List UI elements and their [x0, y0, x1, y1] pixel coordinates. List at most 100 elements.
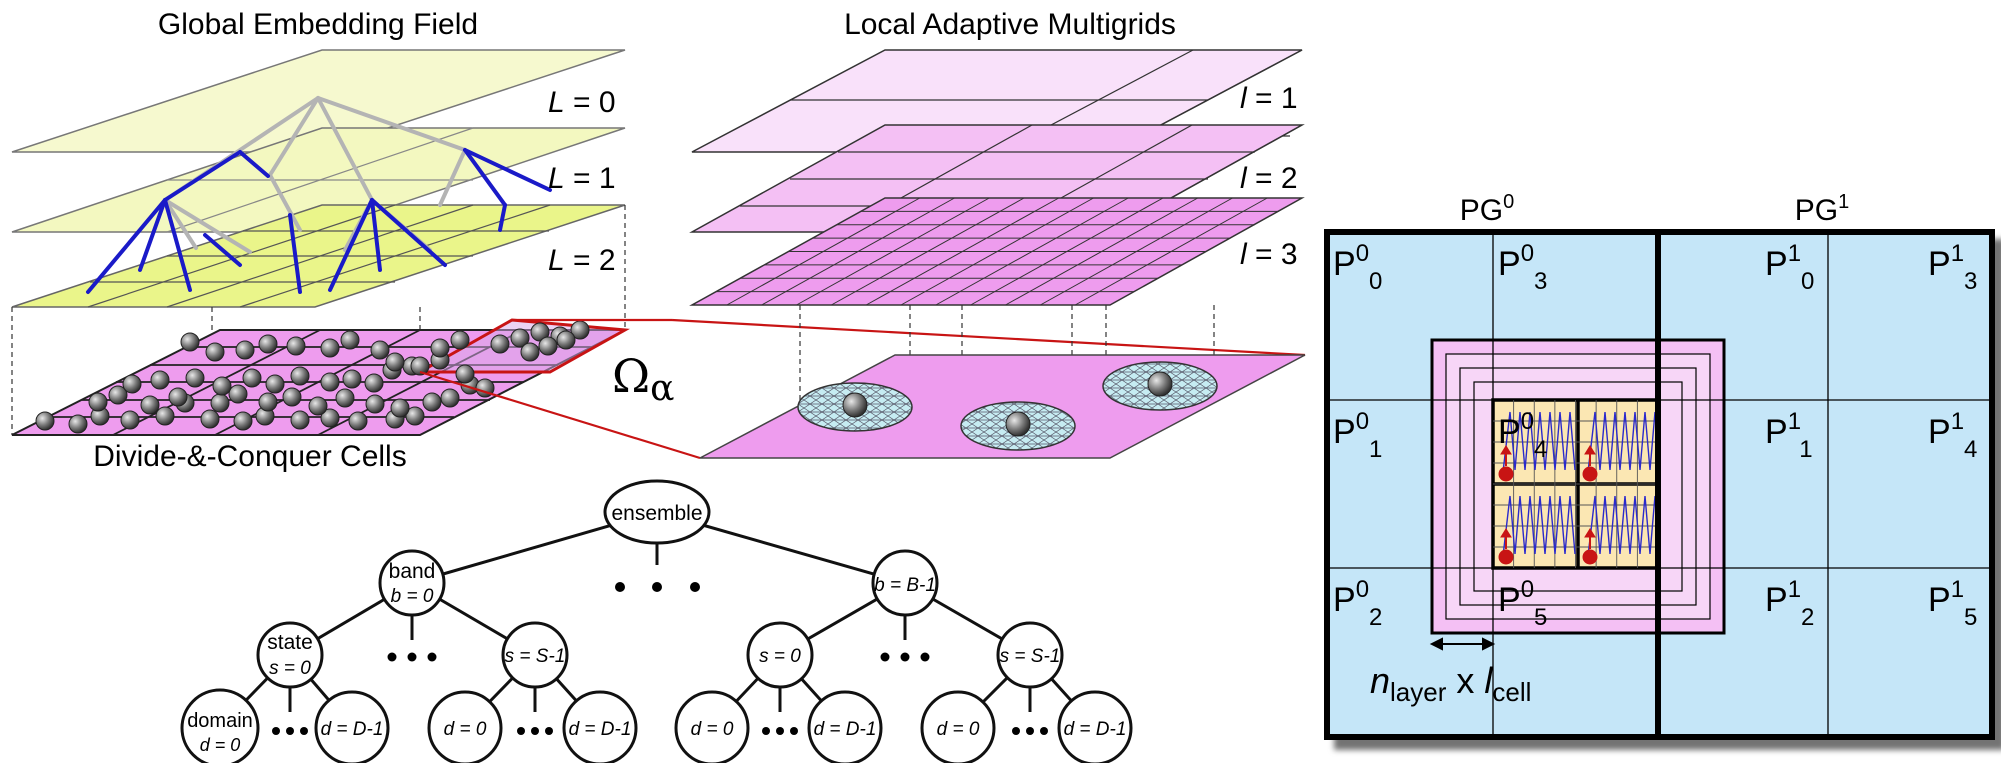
atom — [385, 352, 405, 372]
atom — [140, 395, 160, 415]
node-ensemble — [603, 479, 711, 545]
process-label-3: P13 — [1928, 240, 1977, 295]
atom — [290, 410, 310, 430]
atom — [410, 356, 430, 376]
node-band-label: band — [389, 560, 436, 583]
atom — [108, 385, 128, 405]
process-label-8: P02 — [1333, 576, 1382, 631]
atom — [510, 328, 530, 348]
node-domain-last-label-b: d = D-1 — [569, 719, 632, 740]
process-label-4: P01 — [1333, 408, 1382, 463]
node-d0-label-d: d = 0 — [937, 719, 980, 740]
ellipsis-dots — [272, 582, 1048, 735]
atom — [258, 334, 278, 354]
local-grid-discs — [797, 361, 1218, 451]
atom — [120, 410, 140, 430]
atom — [490, 334, 510, 354]
atom — [422, 392, 442, 412]
atom — [286, 336, 306, 356]
atom — [320, 408, 340, 428]
atom — [200, 409, 220, 429]
node-d0-d — [920, 690, 996, 763]
atom — [265, 374, 285, 394]
atom — [335, 388, 355, 408]
process-label-11: P15 — [1928, 576, 1977, 631]
atom — [520, 342, 540, 362]
atom — [228, 384, 248, 404]
global-embedding-field: Global Embedding Field — [11, 8, 1306, 473]
atom — [185, 368, 205, 388]
layer-width-arrow — [1429, 637, 1496, 651]
atom — [405, 406, 425, 426]
node-domain-0 — [180, 688, 260, 763]
atom — [212, 376, 232, 396]
atom — [450, 330, 470, 350]
node-domain-last-a — [314, 690, 390, 763]
atom — [35, 411, 55, 431]
node-state-0 — [256, 621, 324, 689]
atom — [364, 373, 384, 393]
node-domain-last-label-a: d = D-1 — [321, 719, 384, 740]
process-label-9: P05 — [1498, 576, 1547, 631]
atom — [68, 414, 88, 434]
node-domain-last-label-c: d = D-1 — [814, 719, 877, 740]
atom — [455, 364, 475, 384]
node-state-last-label-a: s = S-1 — [505, 646, 566, 667]
atom — [348, 411, 368, 431]
node-d0-label-c: d = 0 — [691, 719, 734, 740]
pg1-label: PG1 — [1795, 191, 1849, 227]
node-band-last — [871, 549, 939, 617]
atoms — [35, 320, 590, 434]
node-state-last-a — [501, 621, 569, 689]
level-label-l1: l = 1 — [1240, 82, 1298, 115]
atom — [150, 370, 170, 390]
atom — [320, 338, 340, 358]
process-label-1: P03 — [1498, 240, 1547, 295]
atom — [390, 398, 410, 418]
node-band-0 — [378, 549, 446, 617]
node-state-value: s = 0 — [269, 658, 311, 679]
divide-conquer-label: Divide-&-Conquer Cells — [93, 440, 406, 473]
atom — [210, 393, 230, 413]
level-label-L0: L = 0 — [548, 86, 616, 119]
process-label-7: P14 — [1928, 408, 1977, 463]
node-state-label: state — [267, 631, 313, 654]
process-label-6: P11 — [1765, 408, 1813, 463]
atom — [155, 406, 175, 426]
atom — [340, 330, 360, 350]
atom — [180, 332, 200, 352]
atom — [556, 330, 576, 350]
node-domain-last-c — [807, 690, 883, 763]
atom — [235, 340, 255, 360]
atom — [365, 394, 385, 414]
node-state-last-b — [996, 621, 1064, 689]
atom — [290, 366, 310, 386]
atom — [430, 338, 450, 358]
node-d0-b — [427, 690, 503, 763]
omega-alpha-label: Ωα — [612, 349, 674, 409]
local-adaptive-multigrids: Local Adaptive Multigrids l = 1 l = 2 l … — [689, 8, 1306, 459]
node-band-value: b = 0 — [391, 586, 434, 607]
atom — [122, 374, 142, 394]
process-label-0: P00 — [1333, 240, 1382, 295]
node-d0-label-b: d = 0 — [444, 719, 487, 740]
level-label-L2: L = 2 — [548, 244, 616, 277]
process-label-2: P10 — [1765, 240, 1814, 295]
process-label-10: P12 — [1765, 576, 1814, 631]
process-grid-panel: PG0 PG1 — [1324, 191, 1995, 740]
atom — [538, 336, 558, 356]
node-domain-value: d = 0 — [200, 735, 241, 755]
global-embedding-title: Global Embedding Field — [158, 8, 478, 41]
layer-width-formula: nlayer x lcell — [1370, 660, 1531, 707]
space-filling-curve — [1587, 411, 1661, 473]
atom — [242, 368, 262, 388]
node-domain-last-label-d: d = D-1 — [1064, 719, 1127, 740]
node-state-last-label-b: s = S-1 — [1000, 646, 1061, 667]
atom — [88, 392, 108, 412]
level-label-l3: l = 3 — [1240, 238, 1298, 271]
space-filling-curve — [1502, 495, 1576, 557]
atom — [320, 372, 340, 392]
space-filling-curve — [1502, 411, 1576, 473]
atom — [342, 369, 362, 389]
atom — [205, 342, 225, 362]
